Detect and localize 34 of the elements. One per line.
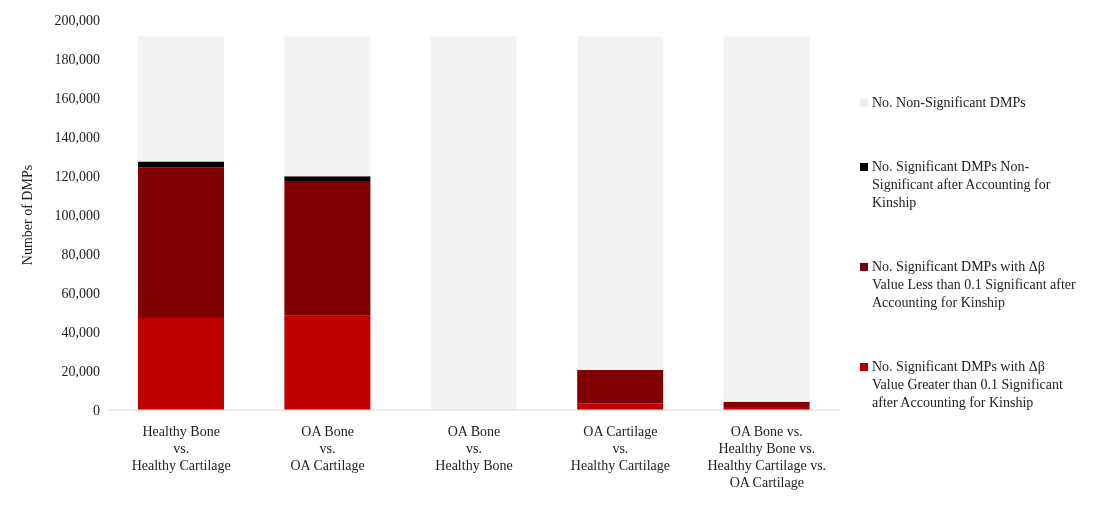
legend-label: No. Non-Significant DMPs <box>872 94 1026 112</box>
y-tick-label: 140,000 <box>54 129 100 145</box>
x-tick-label: OA Bone vs. OA Cartilage <box>290 424 365 473</box>
bar <box>138 317 224 410</box>
bar <box>284 36 371 177</box>
legend-label: No. Significant DMPs with Δβ Value Greater than 0.1 Significant after Accounting for Kinship <box>872 358 1064 412</box>
bar <box>284 315 371 410</box>
bar <box>284 176 371 181</box>
y-tick-label: 20,000 <box>61 363 100 379</box>
y-tick-label: 80,000 <box>61 246 100 262</box>
bar <box>723 401 810 408</box>
bar <box>138 36 224 162</box>
y-tick-label: 40,000 <box>61 324 100 340</box>
x-tick-label: Healthy Bone vs. Healthy Cartilage <box>131 424 231 473</box>
x-tick-label: OA Cartilage vs. Healthy Cartilage <box>570 424 670 473</box>
y-tick-label: 200,000 <box>54 12 100 28</box>
y-tick-label: 120,000 <box>54 168 100 184</box>
y-tick-label: 180,000 <box>54 51 100 67</box>
bar <box>138 161 224 168</box>
bar <box>723 36 810 402</box>
y-tick-label: 0 <box>93 402 100 418</box>
bar <box>577 36 664 371</box>
x-tick-label: OA Bone vs. Healthy Bone vs. Healthy Cartilage vs. OA Cartilage <box>707 424 827 490</box>
y-tick-label: 60,000 <box>61 285 100 301</box>
bar <box>138 167 224 318</box>
x-tick-label: OA Bone vs. Healthy Bone <box>435 424 513 473</box>
y-tick-label: 160,000 <box>54 90 100 106</box>
legend-label: No. Significant DMPs with Δβ Value Less than 0.1 Significant after Accounting for Kinship <box>872 258 1077 312</box>
y-tick-label: 100,000 <box>54 207 100 223</box>
bar <box>577 370 664 404</box>
legend-label: No. Significant DMPs Non-Significant after Accounting for Kinship <box>872 158 1052 212</box>
bar <box>284 180 371 316</box>
bar <box>430 36 517 410</box>
y-axis-title: Number of DMPs <box>19 164 35 266</box>
